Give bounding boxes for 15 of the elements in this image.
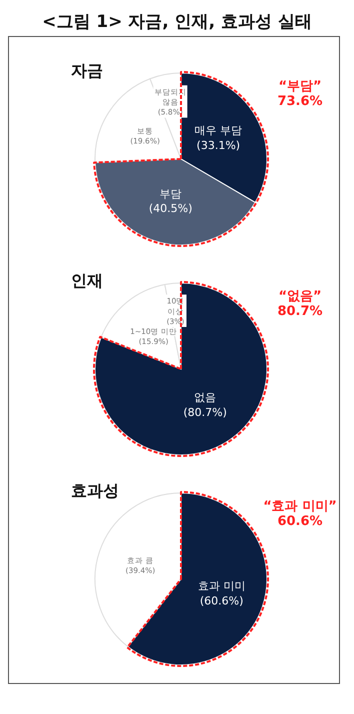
data-label: (80.7%) (183, 406, 227, 419)
chart-subtitle: 효과성 (71, 481, 119, 502)
data-label: (40.5%) (148, 202, 192, 215)
chart-subtitle: 자금 (71, 61, 103, 82)
text: “효과 미미” 60.6% (263, 499, 337, 529)
slice-label: 부담 (160, 186, 182, 200)
slice-label: 매우 부담 (194, 124, 242, 137)
data-label: (60.6%) (200, 594, 244, 607)
chart-title: <그림 1> 자금, 인재, 효과성 실태 (41, 11, 313, 34)
slice-label: 효과 미미 (198, 579, 246, 592)
data-label: (33.1%) (196, 138, 240, 152)
text: “없음” 80.7% (276, 289, 324, 319)
text: “부담” 73.6% (276, 79, 324, 109)
chart-subtitle: 인재 (71, 271, 103, 292)
slice-label: 없음 (194, 390, 216, 404)
